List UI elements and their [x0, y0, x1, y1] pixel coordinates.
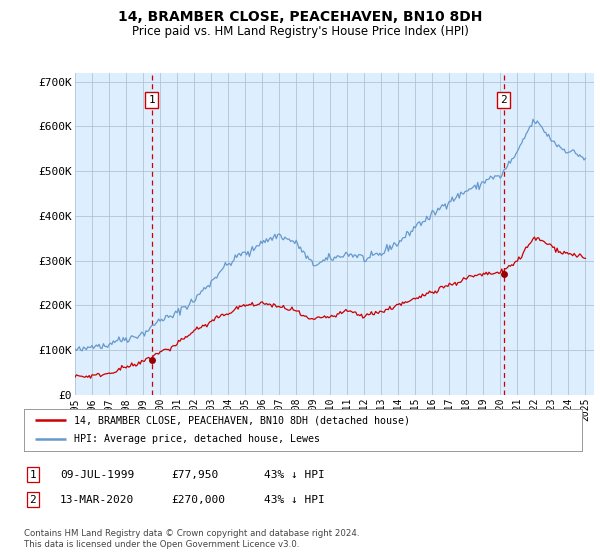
- Text: Price paid vs. HM Land Registry's House Price Index (HPI): Price paid vs. HM Land Registry's House …: [131, 25, 469, 38]
- Text: 1: 1: [29, 470, 37, 480]
- Text: Contains HM Land Registry data © Crown copyright and database right 2024.
This d: Contains HM Land Registry data © Crown c…: [24, 529, 359, 549]
- Text: 43% ↓ HPI: 43% ↓ HPI: [264, 494, 325, 505]
- Text: 14, BRAMBER CLOSE, PEACEHAVEN, BN10 8DH (detached house): 14, BRAMBER CLOSE, PEACEHAVEN, BN10 8DH …: [74, 415, 410, 425]
- Text: 2: 2: [29, 494, 37, 505]
- Text: £270,000: £270,000: [171, 494, 225, 505]
- Text: 2: 2: [500, 95, 507, 105]
- Text: 14, BRAMBER CLOSE, PEACEHAVEN, BN10 8DH: 14, BRAMBER CLOSE, PEACEHAVEN, BN10 8DH: [118, 10, 482, 24]
- Text: 43% ↓ HPI: 43% ↓ HPI: [264, 470, 325, 480]
- Text: HPI: Average price, detached house, Lewes: HPI: Average price, detached house, Lewe…: [74, 435, 320, 445]
- Text: 1: 1: [149, 95, 155, 105]
- Text: £77,950: £77,950: [171, 470, 218, 480]
- Text: 13-MAR-2020: 13-MAR-2020: [60, 494, 134, 505]
- Text: 09-JUL-1999: 09-JUL-1999: [60, 470, 134, 480]
